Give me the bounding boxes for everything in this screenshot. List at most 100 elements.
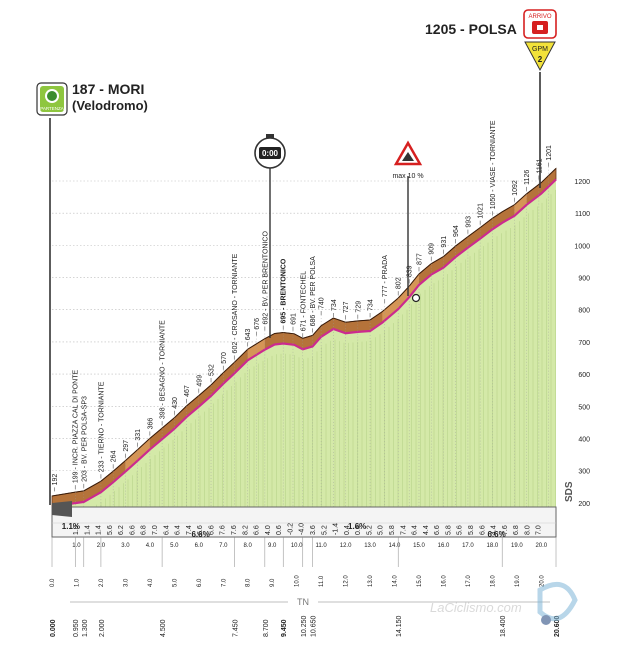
segment-gradient: 3.6 xyxy=(310,525,317,535)
sds-label: SDS xyxy=(564,481,575,502)
place-label: 264 xyxy=(111,450,118,462)
segment-gradient: 6.2 xyxy=(118,525,125,535)
segment-gradient: 5.2 xyxy=(321,525,328,535)
km-axis-label: 17.0 xyxy=(466,575,472,587)
segment-gradient: 6.6 xyxy=(129,525,136,535)
km-point-label: 0.000 xyxy=(50,619,57,637)
segment-gradient: 7.4 xyxy=(400,525,407,535)
km-point-label: 14.150 xyxy=(396,615,403,637)
place-label: 671 - FONTECHEL xyxy=(300,271,307,331)
y-tick-label: 700 xyxy=(578,340,590,347)
steep-section xyxy=(247,338,265,361)
place-label: 1050 - VIASE - TORNIANTE xyxy=(490,120,497,209)
km-axis-label: 18.0 xyxy=(490,575,496,587)
km-axis-label: 16.0 xyxy=(441,575,447,587)
km-axis-label: 2.0 xyxy=(99,578,105,587)
finish-altitude-name: 1205 - POLSA xyxy=(425,21,517,37)
y-tick-label: 900 xyxy=(578,276,590,283)
segment-gradient: 0.4 xyxy=(344,525,351,535)
segment-gradient: 7.6 xyxy=(231,525,238,535)
segment-gradient: 7.0 xyxy=(152,525,159,535)
km-tick-label: 11.0 xyxy=(316,543,328,549)
segment-gradient: 7.4 xyxy=(186,525,193,535)
km-tick-label: 2.0 xyxy=(97,543,106,549)
average-gradient: 6.6% xyxy=(487,530,505,539)
segment-gradient: 4.0 xyxy=(265,525,272,535)
segment-gradient: 5.8 xyxy=(389,525,396,535)
km-point-label: 2.000 xyxy=(99,619,106,637)
start-badge: PARTENZA xyxy=(40,106,64,111)
segment-gradient: 5.8 xyxy=(468,525,475,535)
segment-gradient: 6.6 xyxy=(254,525,261,535)
average-gradient: 6.6% xyxy=(191,530,209,539)
tn-label: TN xyxy=(70,597,550,607)
km-axis-label: 4.0 xyxy=(148,578,154,587)
km-point-label: 0.950 xyxy=(73,619,80,637)
segment-gradient: 6.8 xyxy=(141,525,148,535)
km-axis-label: 15.0 xyxy=(417,575,423,587)
y-tick-label: 500 xyxy=(578,404,590,411)
segment-gradient: 6.4 xyxy=(163,525,170,535)
segment-gradient: 7.0 xyxy=(536,525,543,535)
place-label: 570 xyxy=(221,352,228,364)
start-subtitle: (Velodromo) xyxy=(72,98,148,113)
place-label: 499 xyxy=(196,375,203,387)
watermark: LaCiclismo.com xyxy=(430,581,578,625)
place-label: 877 xyxy=(416,253,423,265)
place-label: 692 - BV. PER BRENTONICO xyxy=(262,231,269,325)
place-label: 331 xyxy=(135,429,142,441)
place-label: 467 xyxy=(184,385,191,397)
svg-text:TN: TN xyxy=(297,597,309,607)
place-label: 297 xyxy=(123,440,130,452)
km-axis-label: 3.0 xyxy=(123,578,129,587)
km-tick-label: 6.0 xyxy=(195,543,204,549)
place-label: 1092 xyxy=(512,180,519,196)
place-label: 192 xyxy=(52,474,59,486)
km-tick-label: 10.0 xyxy=(291,543,303,549)
segment-gradient: 7.6 xyxy=(502,525,509,535)
place-label: 233 - TIERNO - TORNIANTE xyxy=(98,381,105,472)
segment-gradient: 4.4 xyxy=(423,525,430,535)
steep-marker: max 10 % xyxy=(392,140,424,303)
gpm-category: 2 xyxy=(538,55,543,64)
segment-gradient: 8.2 xyxy=(242,525,249,535)
start-marker: PARTENZA 187 - MORI (Velodromo) xyxy=(36,81,148,505)
km-point-label: 1.300 xyxy=(82,619,89,637)
km-tick-label: 7.0 xyxy=(219,543,228,549)
km-axis-label: 9.0 xyxy=(270,578,276,587)
place-label: 398 - BESAGNO - TORNIANTE xyxy=(160,320,167,419)
km-axis-label: 19.0 xyxy=(515,575,521,587)
km-axis-label: 6.0 xyxy=(197,578,203,587)
segment-gradient: -1.4 xyxy=(333,523,340,535)
y-tick-label: 1100 xyxy=(575,211,590,218)
km-tick-label: 20.0 xyxy=(535,543,547,549)
place-label: 1201 xyxy=(546,145,553,161)
steep-label: max 10 % xyxy=(392,173,423,180)
segment-gradient: -0.2 xyxy=(287,523,294,535)
place-label: 686 - BV. PER POLSA xyxy=(310,256,317,326)
place-label: 199 - INCR. PIAZZA CAL DI PONTE xyxy=(73,369,80,483)
km-tick-label: 14.0 xyxy=(389,543,401,549)
place-label: 727 xyxy=(343,301,350,313)
km-tick-label: 17.0 xyxy=(462,543,474,549)
km-tick-label: 1.0 xyxy=(72,543,81,549)
place-label: 909 xyxy=(429,243,436,255)
km-point-label: 10.250 xyxy=(301,615,308,637)
place-label: 734 xyxy=(331,299,338,311)
km-axis-label: 10.0 xyxy=(295,575,301,587)
place-label: 777 - PRADA xyxy=(382,255,389,297)
km-tick-label: 13.0 xyxy=(364,543,376,549)
segment-gradient: 5.8 xyxy=(445,525,452,535)
timecheck-label: 0:00 xyxy=(262,149,279,158)
place-label: 1126 xyxy=(524,170,531,185)
km-tick-label: 4.0 xyxy=(146,543,155,549)
svg-text:LaCiclismo.com: LaCiclismo.com xyxy=(430,600,522,615)
place-labels: 192 199 - INCR. PIAZZA CAL DI PONTE 203 - … xyxy=(52,120,553,492)
segment-gradient: 6.6 xyxy=(208,525,215,535)
km-axis-label: 11.0 xyxy=(319,575,325,587)
segment-gradient: 6.8 xyxy=(513,525,520,535)
km-axis-label: 1.0 xyxy=(74,578,80,587)
steep-section xyxy=(514,193,527,216)
place-label: 691 xyxy=(290,313,297,325)
y-tick-label: 600 xyxy=(578,372,590,379)
